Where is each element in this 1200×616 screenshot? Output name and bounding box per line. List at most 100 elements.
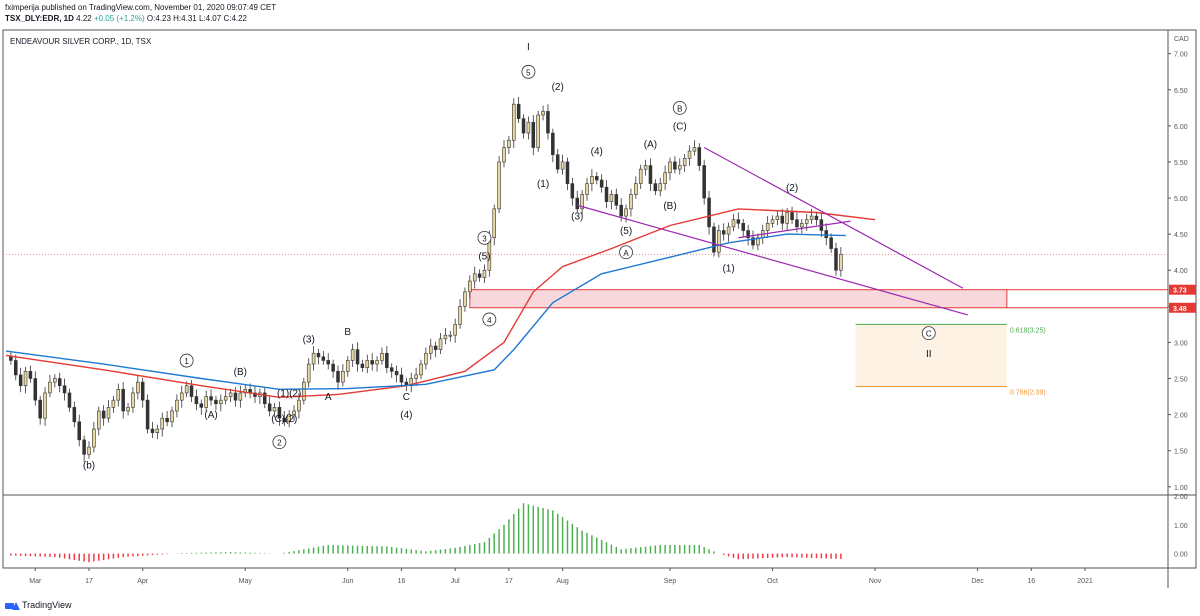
candle-body xyxy=(160,417,164,430)
candle-body xyxy=(77,421,82,441)
candle-body xyxy=(428,345,433,354)
wedge-trendline xyxy=(738,220,851,239)
candle-body xyxy=(136,381,140,394)
candle-body xyxy=(106,407,111,419)
symbol-line: TSX_DLY:EDR, 1D 4.22 +0.05 (+1.2%) O:4.2… xyxy=(5,14,247,24)
x-tick-label: Aug xyxy=(556,578,569,585)
wave-label-circle xyxy=(672,101,687,115)
y-tick-label: 2.50 xyxy=(1174,377,1188,384)
candle-body xyxy=(824,230,828,239)
y-tick-label: 6.50 xyxy=(1174,88,1188,95)
candle-body xyxy=(316,352,321,358)
candle-body xyxy=(814,215,819,220)
wedge-trendline xyxy=(703,146,964,289)
candle-body xyxy=(385,352,389,368)
wave-label: (4) xyxy=(591,147,603,158)
candle-body xyxy=(214,399,218,405)
osc-tick-label: 0.00 xyxy=(1174,552,1188,559)
candle-body xyxy=(443,334,448,340)
candle-body xyxy=(638,168,643,184)
candle-body xyxy=(223,396,228,401)
candle-body xyxy=(419,363,423,376)
candle-body xyxy=(697,147,702,166)
y-tick-label: 7.00 xyxy=(1174,52,1188,59)
candle-body xyxy=(800,222,804,228)
candle-body xyxy=(262,392,267,405)
candle-body xyxy=(14,360,18,376)
x-tick-label: 17 xyxy=(505,578,513,585)
candle-body xyxy=(458,306,462,325)
candle-body xyxy=(468,280,472,293)
last-price: 4.22 xyxy=(76,14,92,23)
candle-body xyxy=(502,147,506,163)
candle-body xyxy=(741,222,745,231)
ohlc-open: O:4.23 xyxy=(146,14,171,23)
candle-body xyxy=(116,389,121,401)
candle-body xyxy=(775,215,780,220)
x-tick-label: May xyxy=(239,578,253,585)
candle-body xyxy=(756,237,760,246)
currency-label: CAD xyxy=(1174,36,1189,43)
wave-label: 2 xyxy=(277,439,282,448)
candle-body xyxy=(121,389,125,412)
candle-body xyxy=(536,114,540,148)
tradingview-brand: TradingView xyxy=(5,600,72,610)
candle-body xyxy=(365,360,370,368)
fib-618-label: 0.618(3.25) xyxy=(1010,327,1046,334)
wave-label: (5) xyxy=(478,251,490,262)
wave-label: C xyxy=(403,392,410,403)
wave-label: (2) xyxy=(552,82,564,93)
wave-label-circle xyxy=(521,64,536,79)
x-tick-label: Jun xyxy=(342,578,353,585)
candle-body xyxy=(336,370,340,383)
candle-body xyxy=(53,378,57,383)
price-tag xyxy=(1169,284,1196,295)
x-tick-label: 16 xyxy=(1027,578,1035,585)
candle-body xyxy=(707,197,711,228)
y-tick-label: 4.50 xyxy=(1174,232,1188,239)
wave-label-circle xyxy=(179,353,194,368)
wave-label: (B) xyxy=(234,367,247,378)
brand-text: TradingView xyxy=(22,600,72,610)
candle-body xyxy=(614,194,619,206)
candle-body xyxy=(199,403,204,408)
candle-body xyxy=(546,111,550,134)
candle-body xyxy=(511,103,516,141)
candle-body xyxy=(277,407,282,419)
candle-body xyxy=(687,150,692,159)
candle-body xyxy=(321,356,326,361)
candle-body xyxy=(140,381,145,401)
y-tick-label: 2.00 xyxy=(1174,413,1188,420)
candle-body xyxy=(287,414,291,423)
candle-body xyxy=(565,161,570,184)
candle-body xyxy=(145,399,150,430)
candle-body xyxy=(272,407,277,412)
wave-label: (B) xyxy=(663,201,676,212)
candle-body xyxy=(424,352,428,365)
candle-body xyxy=(92,428,96,448)
candle-body xyxy=(829,237,833,249)
candle-body xyxy=(599,179,604,188)
candle-body xyxy=(541,111,545,116)
candle-body xyxy=(839,254,843,271)
candle-body xyxy=(751,237,755,246)
wave-label: (2) xyxy=(786,183,798,194)
candle-body xyxy=(653,183,658,192)
candle-body xyxy=(87,446,91,455)
tradingview-logo-icon xyxy=(5,601,20,610)
candle-body xyxy=(795,219,799,228)
candle-body xyxy=(23,370,28,387)
candle-body xyxy=(302,381,306,401)
candle-body xyxy=(370,360,374,365)
candle-body xyxy=(551,132,555,156)
candle-body xyxy=(677,165,682,170)
candle-body xyxy=(341,370,345,383)
candle-body xyxy=(634,183,638,195)
candle-body xyxy=(804,219,809,224)
candle-body xyxy=(555,154,560,170)
candle-body xyxy=(189,385,194,397)
candle-body xyxy=(834,248,838,271)
candle-body xyxy=(243,389,247,394)
ohlc-low: L:4.07 xyxy=(198,14,222,23)
